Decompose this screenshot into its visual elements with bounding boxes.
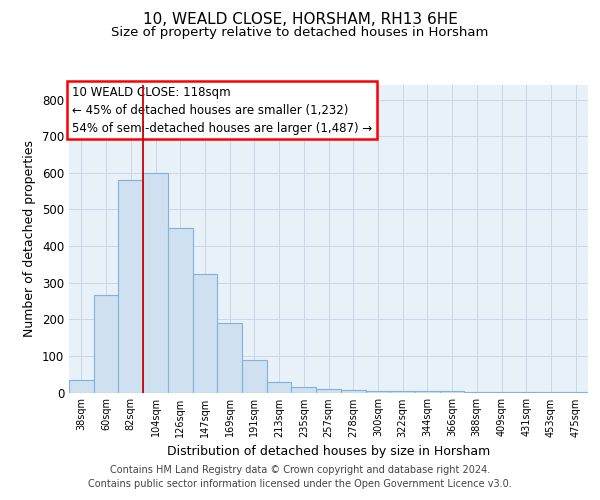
Bar: [316, 389, 341, 392]
Bar: [390, 391, 415, 392]
Bar: [118, 180, 143, 392]
Bar: [292, 387, 316, 392]
Bar: [94, 296, 118, 392]
Bar: [193, 274, 217, 392]
Text: Contains HM Land Registry data © Crown copyright and database right 2024.
Contai: Contains HM Land Registry data © Crown c…: [88, 465, 512, 489]
Y-axis label: Number of detached properties: Number of detached properties: [23, 140, 37, 337]
Bar: [69, 380, 94, 392]
X-axis label: Distribution of detached houses by size in Horsham: Distribution of detached houses by size …: [167, 445, 490, 458]
Bar: [143, 173, 168, 392]
Bar: [267, 382, 292, 392]
Text: Size of property relative to detached houses in Horsham: Size of property relative to detached ho…: [112, 26, 488, 39]
Bar: [415, 391, 440, 392]
Bar: [365, 390, 390, 392]
Text: 10, WEALD CLOSE, HORSHAM, RH13 6HE: 10, WEALD CLOSE, HORSHAM, RH13 6HE: [143, 12, 457, 28]
Text: 10 WEALD CLOSE: 118sqm
← 45% of detached houses are smaller (1,232)
54% of semi-: 10 WEALD CLOSE: 118sqm ← 45% of detached…: [71, 86, 372, 134]
Bar: [217, 323, 242, 392]
Bar: [242, 360, 267, 392]
Bar: [168, 228, 193, 392]
Bar: [341, 390, 365, 392]
